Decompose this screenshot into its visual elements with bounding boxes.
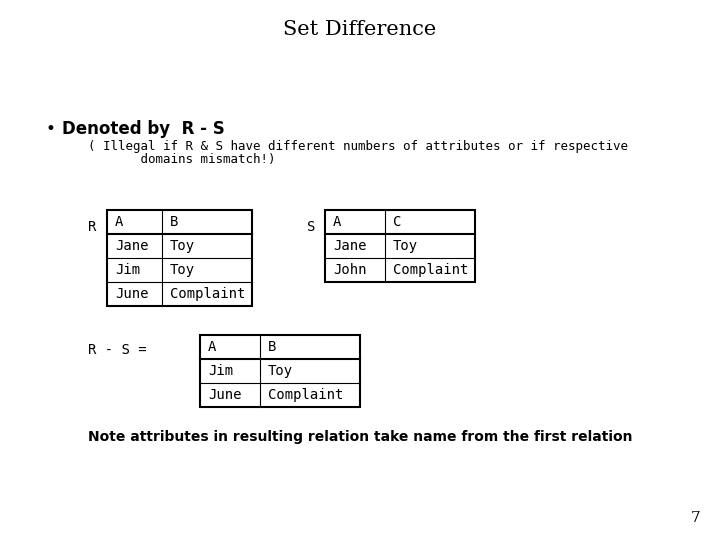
Text: Note attributes in resulting relation take name from the first relation: Note attributes in resulting relation ta… [88, 430, 632, 444]
Text: John: John [333, 263, 366, 277]
Text: Complaint: Complaint [393, 263, 469, 277]
Text: •: • [45, 120, 55, 138]
Text: Complaint: Complaint [170, 287, 246, 301]
Text: Jim: Jim [115, 263, 140, 277]
Text: Jane: Jane [115, 239, 148, 253]
Text: Complaint: Complaint [268, 388, 343, 402]
Text: A: A [115, 215, 123, 229]
Bar [325, 210, 475, 282]
Text: A: A [333, 215, 341, 229]
Text: S: S [307, 220, 315, 234]
Text: B: B [170, 215, 179, 229]
Text: B: B [268, 340, 276, 354]
Text: R - S =: R - S = [88, 343, 147, 357]
Bar [200, 335, 360, 407]
Text: 7: 7 [690, 511, 700, 525]
Text: June: June [115, 287, 148, 301]
Text: Toy: Toy [170, 263, 195, 277]
Text: domains mismatch!): domains mismatch!) [88, 153, 276, 166]
Text: Jane: Jane [333, 239, 366, 253]
Text: ( Illegal if R & S have different numbers of attributes or if respective: ( Illegal if R & S have different number… [88, 140, 628, 153]
Text: Toy: Toy [268, 364, 293, 378]
Text: A: A [208, 340, 217, 354]
Text: Toy: Toy [170, 239, 195, 253]
Text: Jim: Jim [208, 364, 233, 378]
Text: June: June [208, 388, 241, 402]
Bar [107, 210, 252, 306]
Text: Toy: Toy [393, 239, 418, 253]
Text: C: C [393, 215, 401, 229]
Text: Set Difference: Set Difference [284, 20, 436, 39]
Text: R: R [88, 220, 96, 234]
Text: Denoted by  R - S: Denoted by R - S [62, 120, 225, 138]
